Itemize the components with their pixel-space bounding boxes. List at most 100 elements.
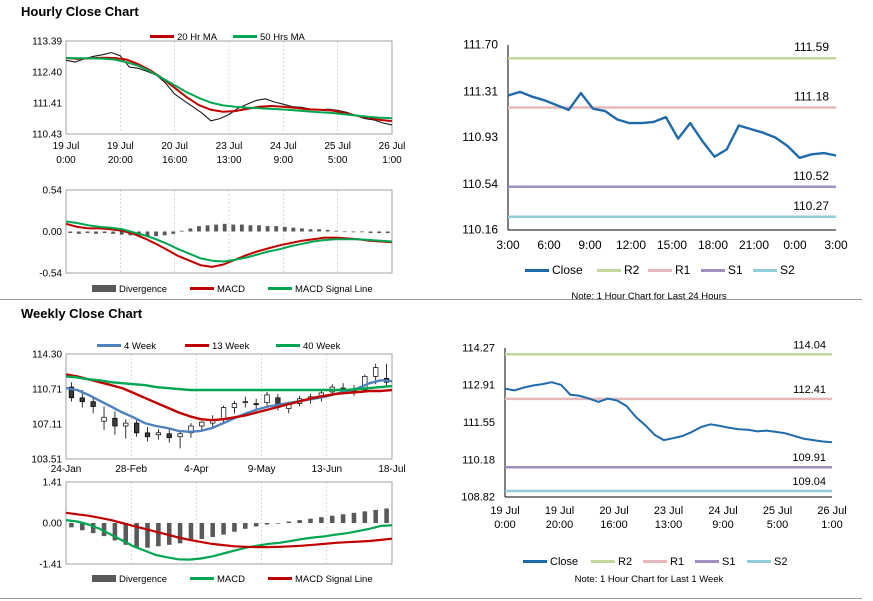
divergence-bar xyxy=(253,523,259,527)
y-tick-label: 108.82 xyxy=(461,492,495,504)
x-tick-label: 21:00 xyxy=(739,238,769,252)
x-tick-label-line1: 19 Jul xyxy=(107,141,134,152)
legend-item-label: MACD xyxy=(217,574,245,585)
x-tick-label-line2: 20:00 xyxy=(546,519,574,531)
x-tick-label: 4-Apr xyxy=(184,464,209,475)
divergence-bar xyxy=(166,523,172,545)
x-tick-label-line2: 13:00 xyxy=(655,519,683,531)
divergence-bar xyxy=(94,231,98,234)
x-tick-label-line2: 5:00 xyxy=(328,155,348,166)
y-tick-label: 1.41 xyxy=(43,478,63,489)
legend-item-swatch xyxy=(92,575,116,582)
x-tick-label-line1: 19 Jul xyxy=(53,141,80,152)
x-tick-label: 3:00 xyxy=(824,238,848,252)
y-tick-label: 113.39 xyxy=(32,37,62,48)
x-tick-label-line1: 25 Jul xyxy=(763,505,792,517)
divergence-bar xyxy=(199,523,205,539)
divergence-bar xyxy=(154,231,159,237)
legend-item-label: 4 Week xyxy=(124,341,156,352)
x-tick-label-line2: 16:00 xyxy=(600,519,628,531)
x-tick-label-line2: 1:00 xyxy=(821,519,842,531)
y-tick-label: 111.31 xyxy=(463,84,498,98)
signal-line xyxy=(65,220,393,263)
level-s1-label: 110.52 xyxy=(793,169,829,183)
ma50-line xyxy=(65,57,393,120)
level-r2-label: 114.04 xyxy=(793,339,826,351)
plot-frame xyxy=(65,353,393,460)
x-tick-label-line1: 20 Jul xyxy=(161,141,188,152)
x-tick-label-line1: 23 Jul xyxy=(654,505,683,517)
x-tick-label: 9-May xyxy=(248,464,276,475)
divergence-bar xyxy=(214,224,219,232)
legend-item-label: 40 Week xyxy=(303,341,341,352)
x-tick-label-line2: 0:00 xyxy=(494,519,515,531)
legend-item-label: MACD Signal Line xyxy=(295,284,373,295)
x-tick-label: 6:00 xyxy=(537,238,561,252)
y-tick-label: 110.71 xyxy=(32,384,62,395)
x-tick-label-line1: 25 Jul xyxy=(324,141,351,152)
level-r2-label: 111.59 xyxy=(794,40,829,54)
divergence-bar xyxy=(360,231,364,233)
y-tick-label: 103.51 xyxy=(31,455,62,466)
divergence-bar xyxy=(80,523,85,531)
legend-item-label: Close xyxy=(550,556,578,568)
x-tick-label-line2: 16:00 xyxy=(162,155,187,166)
chart-note: Note: 1 Hour Chart for Last 1 Week xyxy=(575,574,724,585)
x-tick-label-line1: 23 Jul xyxy=(216,141,243,152)
divergence-bar xyxy=(188,523,194,542)
divergence-bar xyxy=(334,230,339,232)
divergence-bar xyxy=(239,224,244,232)
divergence-bar xyxy=(171,231,176,234)
y-tick-label: 0.54 xyxy=(43,186,63,197)
divergence-bar xyxy=(179,230,184,232)
divergence-bar xyxy=(76,231,81,234)
level-r1-label: 112.41 xyxy=(793,384,826,396)
divergence-bar xyxy=(119,231,124,235)
y-tick-label: 111.70 xyxy=(463,38,498,52)
candle-body xyxy=(177,433,183,438)
x-tick-label-line2: 13:00 xyxy=(216,155,241,166)
x-tick-label-line2: 0:00 xyxy=(56,155,76,166)
x-tick-label: 28-Feb xyxy=(115,464,147,475)
divergence-bar xyxy=(156,523,161,547)
x-tick-label: 9:00 xyxy=(578,238,602,252)
divergence-bar xyxy=(297,520,302,523)
divergence-bar xyxy=(282,226,287,232)
divergence-bar xyxy=(275,523,281,524)
x-tick-label-line2: 20:00 xyxy=(108,155,133,166)
y-tick-label: -1.41 xyxy=(39,560,62,571)
candle-body xyxy=(166,433,172,439)
legend-item-label: Divergence xyxy=(119,284,167,295)
divergence-bar xyxy=(340,514,346,523)
divergence-bar xyxy=(264,523,270,525)
y-tick-label: 0.00 xyxy=(43,227,63,238)
divergence-bar xyxy=(231,224,236,232)
divergence-bar xyxy=(384,508,389,523)
y-tick-label: 112.91 xyxy=(462,380,495,392)
y-tick-label: 107.11 xyxy=(32,419,62,430)
x-tick-label-line1: 20 Jul xyxy=(599,505,628,517)
candle-body xyxy=(134,422,140,434)
divergence-bar xyxy=(308,518,313,523)
legend-item-label: R2 xyxy=(618,556,632,568)
divergence-bar xyxy=(317,229,322,232)
divergence-bar xyxy=(248,225,253,232)
divergence-bar xyxy=(232,523,237,532)
x-tick-label: 13-Jun xyxy=(312,464,343,475)
divergence-bar xyxy=(362,511,368,523)
candle-body xyxy=(373,367,379,377)
candle-body xyxy=(231,403,238,408)
x-tick-label: 12:00 xyxy=(616,238,646,252)
level-r1-label: 111.18 xyxy=(794,89,829,103)
macd-line xyxy=(65,519,393,561)
y-tick-label: 112.40 xyxy=(32,68,62,79)
divergence-bar xyxy=(222,223,227,232)
legend-item-swatch xyxy=(92,285,116,292)
candle-body xyxy=(123,422,129,427)
level-s2-label: 109.04 xyxy=(792,476,826,488)
x-tick-label-line1: 24 Jul xyxy=(270,141,297,152)
